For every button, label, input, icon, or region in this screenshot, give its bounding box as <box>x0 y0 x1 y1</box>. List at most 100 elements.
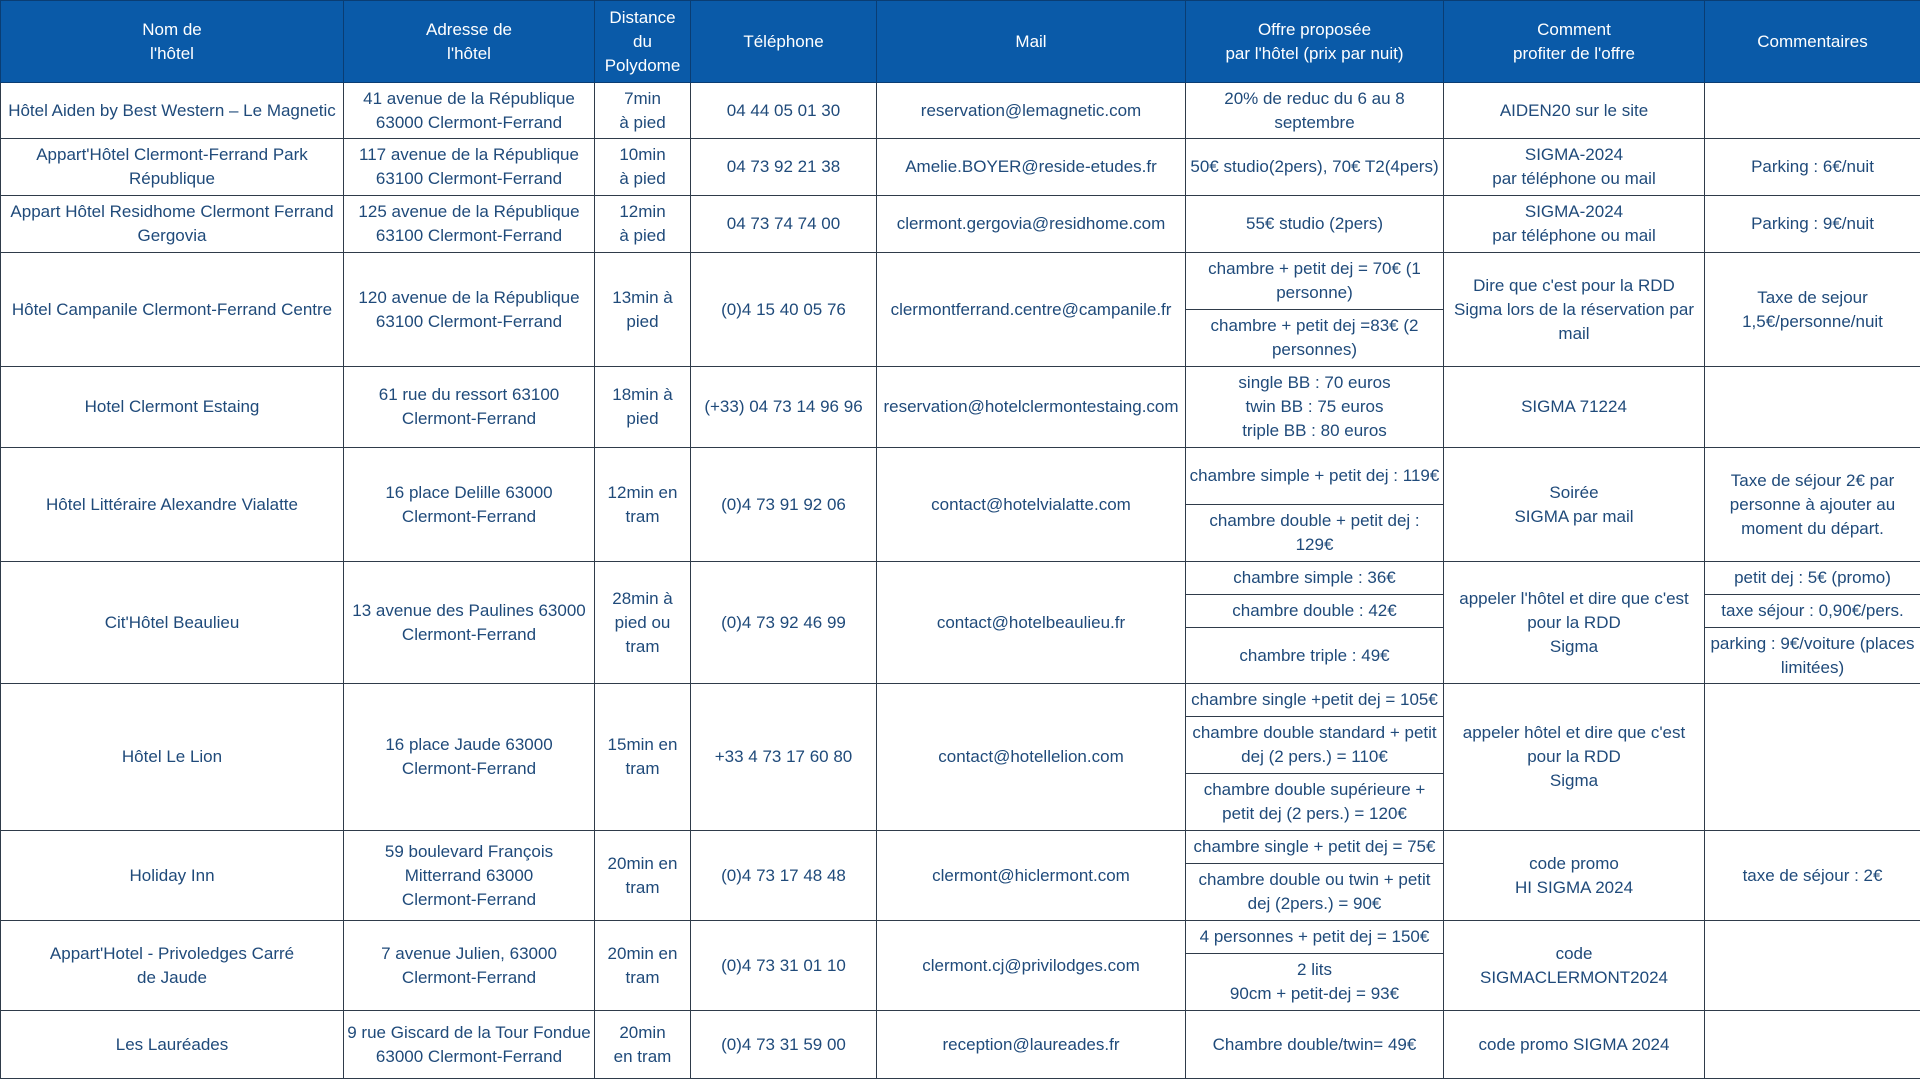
distance-cell: 12min en tram <box>594 447 691 562</box>
offer-cell: 55€ studio (2pers) <box>1185 195 1444 253</box>
how-to-cell: appeler l'hôtel et dire que c'est pour l… <box>1443 561 1705 684</box>
offer-cell: chambre single +petit dej = 105€ <box>1185 683 1444 717</box>
comment-cell: petit dej : 5€ (promo) <box>1704 561 1920 595</box>
header-address: Adresse de l'hôtel <box>343 0 595 83</box>
distance-cell: 20min en tram <box>594 830 691 921</box>
table-subrow: chambre double standard + petit dej (2 p… <box>1 716 1920 774</box>
address-cell: 41 avenue de la République 63000 Clermon… <box>343 82 595 139</box>
how-to-cell: AIDEN20 sur le site <box>1443 82 1705 139</box>
comment-cell: taxe de séjour : 2€ <box>1704 830 1920 921</box>
how-to-cell: Soirée SIGMA par mail <box>1443 447 1705 562</box>
phone-cell: (0)4 73 92 46 99 <box>690 561 877 684</box>
table-row: Appart Hôtel Residhome Clermont Ferrand … <box>0 195 1920 253</box>
hotel-name-cell: Appart Hôtel Residhome Clermont Ferrand … <box>0 195 344 253</box>
table-row: Cit'Hôtel Beaulieu 13 avenue des Paulines… <box>0 561 1920 684</box>
offer-cell: 4 personnes + petit dej = 150€ <box>1185 920 1444 954</box>
how-to-cell: SIGMA-2024 par téléphone ou mail <box>1443 138 1705 196</box>
table-row: Hôtel Aiden by Best Western – Le Magneti… <box>0 82 1920 139</box>
comment-cell: Parking : 9€/nuit <box>1704 195 1920 253</box>
address-cell: 9 rue Giscard de la Tour Fondue 63000 Cl… <box>343 1010 595 1079</box>
mail-cell: clermont@hiclermont.com <box>876 830 1186 921</box>
header-hotel-name: Nom de l'hôtel <box>0 0 344 83</box>
phone-cell: 04 73 92 21 38 <box>690 138 877 196</box>
address-cell: 16 place Jaude 63000 Clermont-Ferrand <box>343 683 595 831</box>
offer-cell: chambre double standard + petit dej (2 p… <box>1185 716 1444 774</box>
table-row: Hôtel Littéraire Alexandre Vialatte 16 pl… <box>0 447 1920 562</box>
distance-cell: 28min à pied ou tram <box>594 561 691 684</box>
hotel-name-cell: Appart'Hôtel Clermont-Ferrand Park Répub… <box>0 138 344 196</box>
table-subrow: chambre + petit dej =83€ (2 personnes) <box>1 309 1920 367</box>
table-row: Appart'Hotel - Privoledges Carré de Jaud… <box>0 920 1920 1011</box>
phone-cell: (0)4 73 17 48 48 <box>690 830 877 921</box>
comment-cell <box>1704 1010 1920 1079</box>
phone-cell: (+33) 04 73 14 96 96 <box>690 366 877 448</box>
offer-cell: Chambre double/twin= 49€ <box>1185 1010 1444 1079</box>
how-to-cell: code promo SIGMA 2024 <box>1443 1010 1705 1079</box>
header-row: Nom de l'hôtel Adresse de l'hôtel Distan… <box>0 0 1920 83</box>
phone-cell: (0)4 73 31 59 00 <box>690 1010 877 1079</box>
distance-cell: 20min en tram <box>594 1010 691 1079</box>
phone-cell: (0)4 15 40 05 76 <box>690 252 877 367</box>
mail-cell: reservation@lemagnetic.com <box>876 82 1186 139</box>
how-to-cell: code promo HI SIGMA 2024 <box>1443 830 1705 921</box>
phone-cell: (0)4 73 91 92 06 <box>690 447 877 562</box>
comment-cell <box>1704 920 1920 1011</box>
offer-cell: chambre triple : 49€ <box>1185 627 1444 684</box>
how-to-cell: Dire que c'est pour la RDD Sigma lors de… <box>1443 252 1705 367</box>
mail-cell: clermontferrand.centre@campanile.fr <box>876 252 1186 367</box>
offer-cell: chambre double ou twin + petit dej (2per… <box>1185 863 1444 921</box>
offer-cell: chambre double + petit dej : 129€ <box>1185 504 1444 562</box>
offer-cell: chambre + petit dej = 70€ (1 personne) <box>1185 252 1444 310</box>
how-to-cell: SIGMA 71224 <box>1443 366 1705 448</box>
table-subrow: chambre double ou twin + petit dej (2per… <box>1 863 1920 921</box>
header-mail: Mail <box>876 0 1186 83</box>
comment-cell: Parking : 6€/nuit <box>1704 138 1920 196</box>
header-phone: Téléphone <box>690 0 877 83</box>
distance-cell: 12min à pied <box>594 195 691 253</box>
mail-cell: reservation@hotelclermontestaing.com <box>876 366 1186 448</box>
header-how-to: Comment profiter de l'offre <box>1443 0 1705 83</box>
offer-cell: chambre + petit dej =83€ (2 personnes) <box>1185 309 1444 367</box>
distance-cell: 7min à pied <box>594 82 691 139</box>
hotel-name-cell: Les Lauréades <box>0 1010 344 1079</box>
how-to-cell: appeler hôtel et dire que c'est pour la … <box>1443 683 1705 831</box>
phone-cell: 04 73 74 74 00 <box>690 195 877 253</box>
phone-cell: 04 44 05 01 30 <box>690 82 877 139</box>
offer-cell: 50€ studio(2pers), 70€ T2(4pers) <box>1185 138 1444 196</box>
offer-cell: 2 lits 90cm + petit-dej = 93€ <box>1185 953 1444 1011</box>
header-distance: Distance du Polydome <box>594 0 691 83</box>
comment-cell <box>1704 366 1920 448</box>
mail-cell: contact@hotelvialatte.com <box>876 447 1186 562</box>
offer-cell: chambre double supérieure + petit dej (2… <box>1185 773 1444 831</box>
mail-cell: clermont.gergovia@residhome.com <box>876 195 1186 253</box>
distance-cell: 13min à pied <box>594 252 691 367</box>
phone-cell: +33 4 73 17 60 80 <box>690 683 877 831</box>
address-cell: 120 avenue de la République 63100 Clermo… <box>343 252 595 367</box>
header-offer: Offre proposée par l'hôtel (prix par nui… <box>1185 0 1444 83</box>
hotel-name-cell: Hôtel Aiden by Best Western – Le Magneti… <box>0 82 344 139</box>
comment-cell: parking : 9€/voiture (places limitées) <box>1704 627 1920 684</box>
hotel-name-cell: Hotel Clermont Estaing <box>0 366 344 448</box>
table-row: Hotel Clermont Estaing 61 rue du ressort … <box>0 366 1920 448</box>
distance-cell: 15min en tram <box>594 683 691 831</box>
address-cell: 7 avenue Julien, 63000 Clermont-Ferrand <box>343 920 595 1011</box>
table-row: Les Lauréades 9 rue Giscard de la Tour Fo… <box>0 1010 1920 1079</box>
mail-cell: contact@hotellelion.com <box>876 683 1186 831</box>
table-row: Appart'Hôtel Clermont-Ferrand Park Répub… <box>0 138 1920 196</box>
hotel-name-cell: Hôtel Le Lion <box>0 683 344 831</box>
address-cell: 117 avenue de la République 63100 Clermo… <box>343 138 595 196</box>
hotel-name-cell: Holiday Inn <box>0 830 344 921</box>
address-cell: 61 rue du ressort 63100 Clermont-Ferrand <box>343 366 595 448</box>
distance-cell: 20min en tram <box>594 920 691 1011</box>
comment-cell: taxe séjour : 0,90€/pers. <box>1704 594 1920 628</box>
hotel-name-cell: Appart'Hotel - Privoledges Carré de Jaud… <box>0 920 344 1011</box>
address-cell: 16 place Delille 63000 Clermont-Ferrand <box>343 447 595 562</box>
mail-cell: contact@hotelbeaulieu.fr <box>876 561 1186 684</box>
offer-cell: single BB : 70 euros twin BB : 75 euros … <box>1185 366 1444 448</box>
comment-cell <box>1704 683 1920 831</box>
hotel-name-cell: Cit'Hôtel Beaulieu <box>0 561 344 684</box>
distance-cell: 18min à pied <box>594 366 691 448</box>
phone-cell: (0)4 73 31 01 10 <box>690 920 877 1011</box>
table-subrow: chambre double + petit dej : 129€ <box>1 504 1920 562</box>
